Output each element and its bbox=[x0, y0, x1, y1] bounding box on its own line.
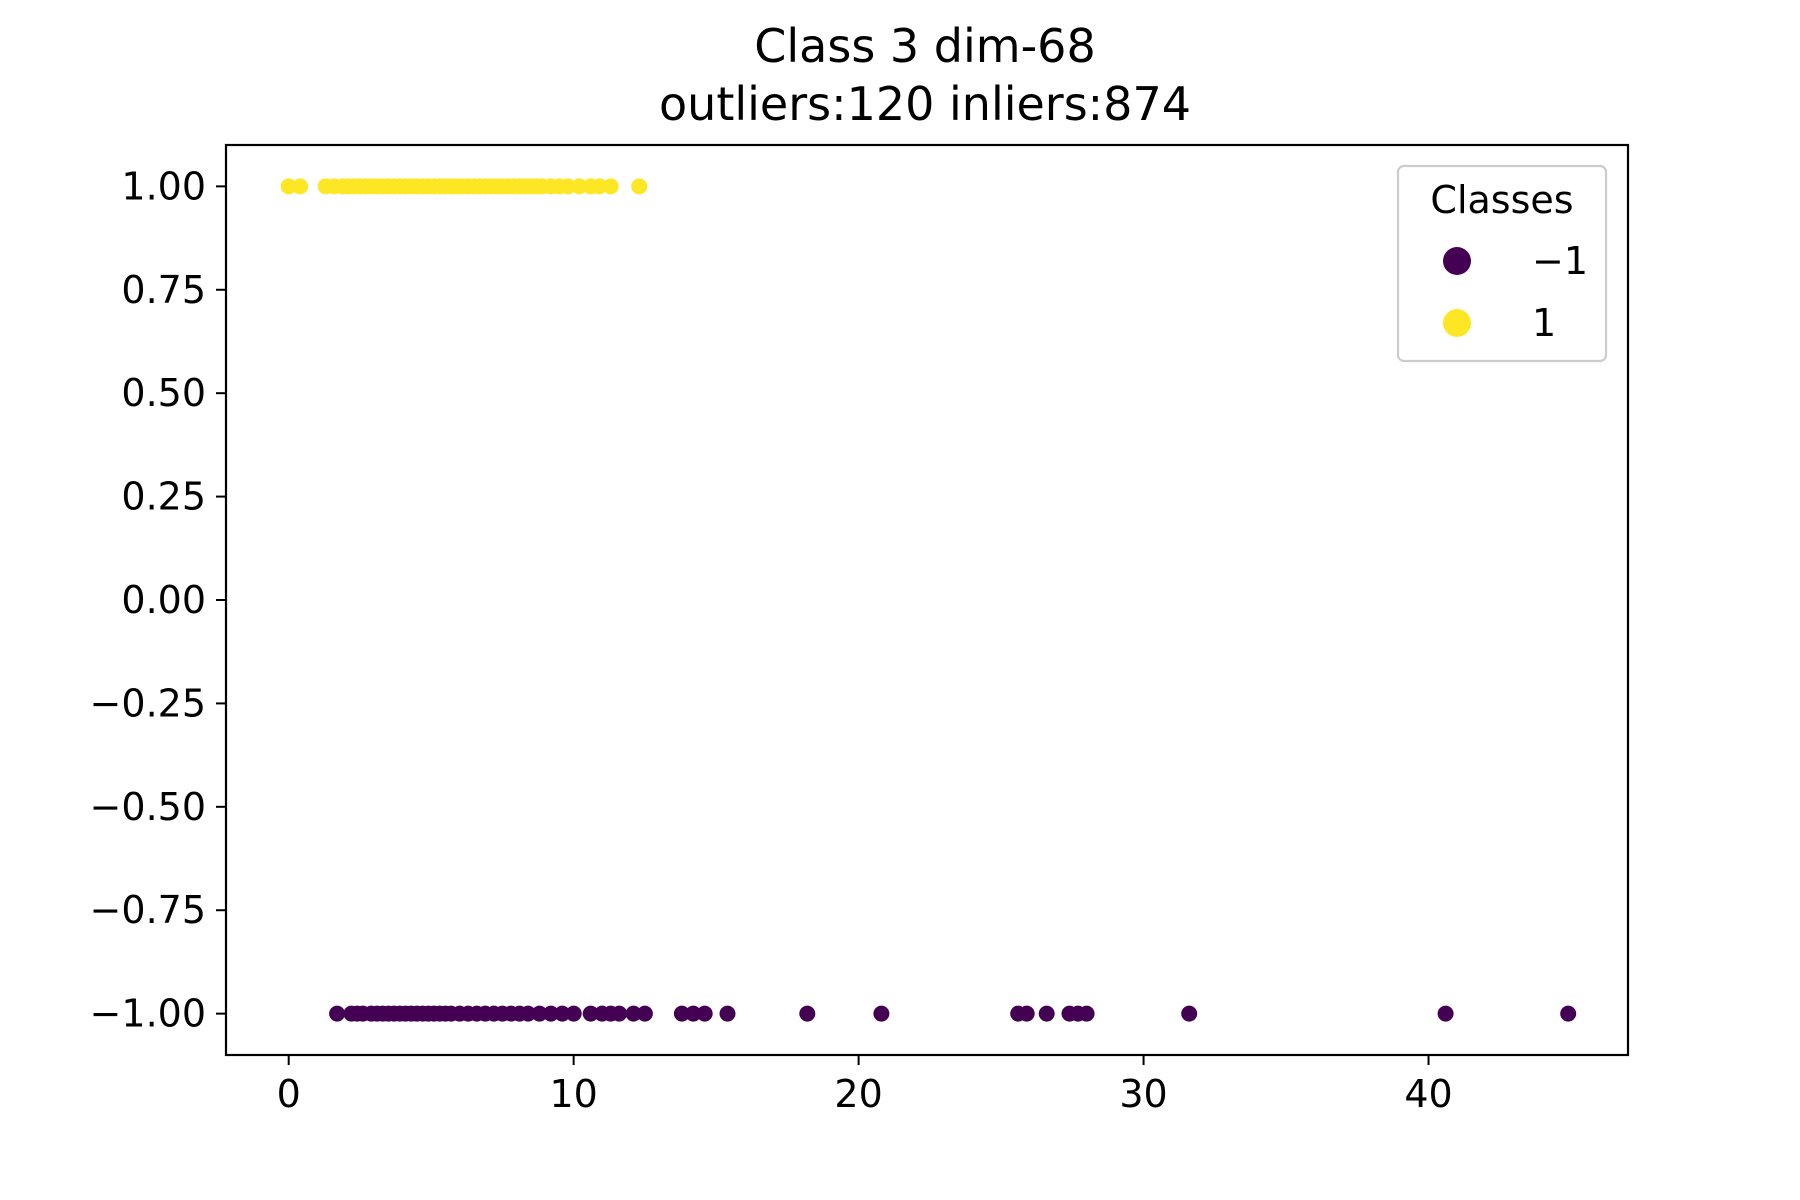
data-point-class-neg1-45 bbox=[1018, 1005, 1035, 1022]
data-point-class-1-46 bbox=[602, 178, 619, 195]
data-point-class-neg1-46 bbox=[1038, 1005, 1055, 1022]
data-point-class-neg1-35 bbox=[611, 1005, 628, 1022]
chart-subtitle: outliers:120 inliers:874 bbox=[659, 77, 1191, 131]
legend-label-class-neg1: −1 bbox=[1532, 239, 1588, 283]
y-tick-label: 0.75 bbox=[121, 268, 206, 312]
plot-area-frame bbox=[224, 143, 1630, 1057]
x-tick-label: 10 bbox=[549, 1072, 597, 1116]
x-tick-label: 40 bbox=[1404, 1072, 1452, 1116]
data-point-class-neg1-50 bbox=[1181, 1005, 1198, 1022]
data-point-class-neg1-30 bbox=[554, 1005, 571, 1022]
x-tick-label: 20 bbox=[834, 1072, 882, 1116]
data-point-class-neg1-52 bbox=[1560, 1005, 1577, 1022]
data-point-class-neg1-32 bbox=[582, 1005, 599, 1022]
x-axis: 0 10 20 30 40 bbox=[277, 1055, 1453, 1116]
data-point-class-1-1 bbox=[292, 178, 309, 195]
data-point-class-neg1-31 bbox=[565, 1005, 582, 1022]
y-tick-label: 0.50 bbox=[121, 371, 206, 415]
y-tick-label: 1.00 bbox=[121, 164, 206, 208]
data-point-class-1-42 bbox=[560, 178, 576, 195]
data-point-class-1-43 bbox=[571, 178, 588, 195]
data-point-class-neg1-41 bbox=[719, 1005, 736, 1022]
y-tick-label: 0.25 bbox=[121, 475, 206, 519]
data-point-class-neg1-27 bbox=[520, 1005, 537, 1022]
data-point-class-neg1-37 bbox=[636, 1005, 653, 1022]
data-point-class-1-45 bbox=[591, 178, 608, 195]
data-point-class-neg1-39 bbox=[685, 1005, 702, 1022]
legend-title: Classes bbox=[1430, 178, 1573, 222]
points-layer bbox=[280, 178, 1577, 1022]
data-point-class-neg1-38 bbox=[673, 1005, 690, 1022]
data-point-class-neg1-42 bbox=[799, 1005, 816, 1022]
data-point-class-neg1-29 bbox=[542, 1005, 559, 1022]
y-tick-label: −0.75 bbox=[90, 888, 206, 932]
y-tick-label: 0.00 bbox=[121, 578, 206, 622]
data-point-class-1-47 bbox=[631, 178, 648, 195]
data-point-class-neg1-43 bbox=[873, 1005, 890, 1022]
y-tick-label: −0.50 bbox=[90, 785, 206, 829]
y-tick-label: −1.00 bbox=[90, 992, 206, 1036]
y-axis: 1.00 0.75 0.50 0.25 0.00 −0.25 −0.50 −0.75 −1.00 bbox=[90, 164, 226, 1036]
data-point-class-neg1-49 bbox=[1078, 1005, 1095, 1022]
data-point-class-neg1-28 bbox=[531, 1005, 548, 1022]
legend-marker-class-neg1 bbox=[1443, 247, 1471, 275]
chart-title: Class 3 dim-68 bbox=[754, 19, 1095, 73]
data-point-class-neg1-36 bbox=[625, 1005, 642, 1022]
y-tick-label: −0.25 bbox=[90, 681, 206, 725]
data-point-class-neg1-51 bbox=[1437, 1005, 1454, 1022]
data-point-class-neg1-0 bbox=[329, 1005, 346, 1022]
data-point-class-1-0 bbox=[280, 178, 297, 195]
x-tick-label: 0 bbox=[277, 1072, 301, 1116]
data-point-class-neg1-40 bbox=[696, 1005, 713, 1022]
x-tick-label: 30 bbox=[1119, 1072, 1167, 1116]
legend-marker-class-1 bbox=[1443, 309, 1471, 337]
legend: Classes −1 1 bbox=[1396, 164, 1608, 363]
legend-label-class-1: 1 bbox=[1532, 301, 1556, 345]
